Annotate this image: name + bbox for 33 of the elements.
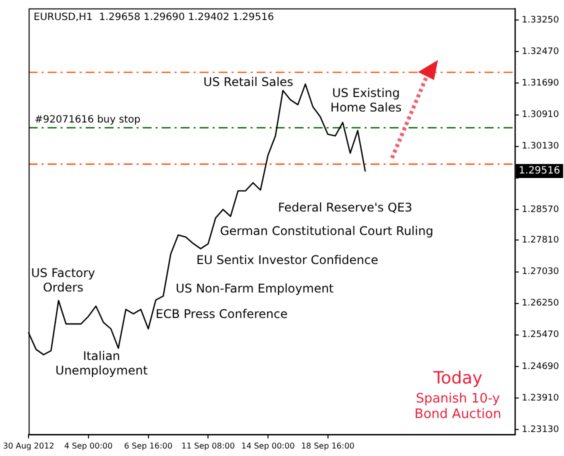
annotation: Spanish 10-y Bond Auction [414,391,502,422]
annotation: German Constitutional Court Ruling [220,224,434,238]
x-tick-label: 6 Sep 16:00 [124,441,172,450]
y-tick-label: 1.25470 [522,330,560,340]
x-tick-label: 18 Sep 16:00 [301,441,354,450]
annotation: US Retail Sales [203,75,294,90]
y-tick-label: 1.23130 [522,424,560,435]
annotation: US Factory Orders [31,266,96,294]
text: 1.29516 [518,166,560,177]
x-tick-label: 14 Sep 00:00 [241,441,295,450]
annotation: US Existing Home Sales [330,86,402,115]
annotation: Italian Unemployment [55,349,148,378]
y-tick-label: 1.27810 [522,236,560,246]
annotation: Federal Reserve's QE3 [278,200,412,214]
y-tick-label: 1.23910 [522,393,560,404]
y-tick-label: 1.33250 [522,15,560,26]
ref-line-label: #92071616 buy stop [34,114,140,126]
x-tick-label: 11 Sep 08:00 [181,441,235,450]
y-tick-label: 1.32470 [522,47,560,58]
x-tick-label: 4 Sep 00:00 [64,441,113,450]
y-tick-label: 1.30910 [522,110,560,120]
y-tick-label: 1.31690 [522,78,560,89]
chart-title: EURUSD,H1 1.29658 1.29690 1.29402 1.29516 [34,12,274,23]
y-tick-label: 1.24690 [522,362,560,372]
y-tick-label: 1.27030 [522,267,560,278]
annotation: Today [432,368,482,388]
y-tick-label: 1.28570 [522,204,560,215]
annotation: EU Sentix Investor Confidence [196,253,378,268]
annotation: ECB Press Conference [156,307,288,322]
y-tick-label: 1.26250 [522,298,560,309]
x-tick-label: 30 Aug 2012 [3,441,54,450]
y-tick-label: 1.30130 [522,142,560,152]
annotation: US Non-Farm Employment [176,282,334,296]
